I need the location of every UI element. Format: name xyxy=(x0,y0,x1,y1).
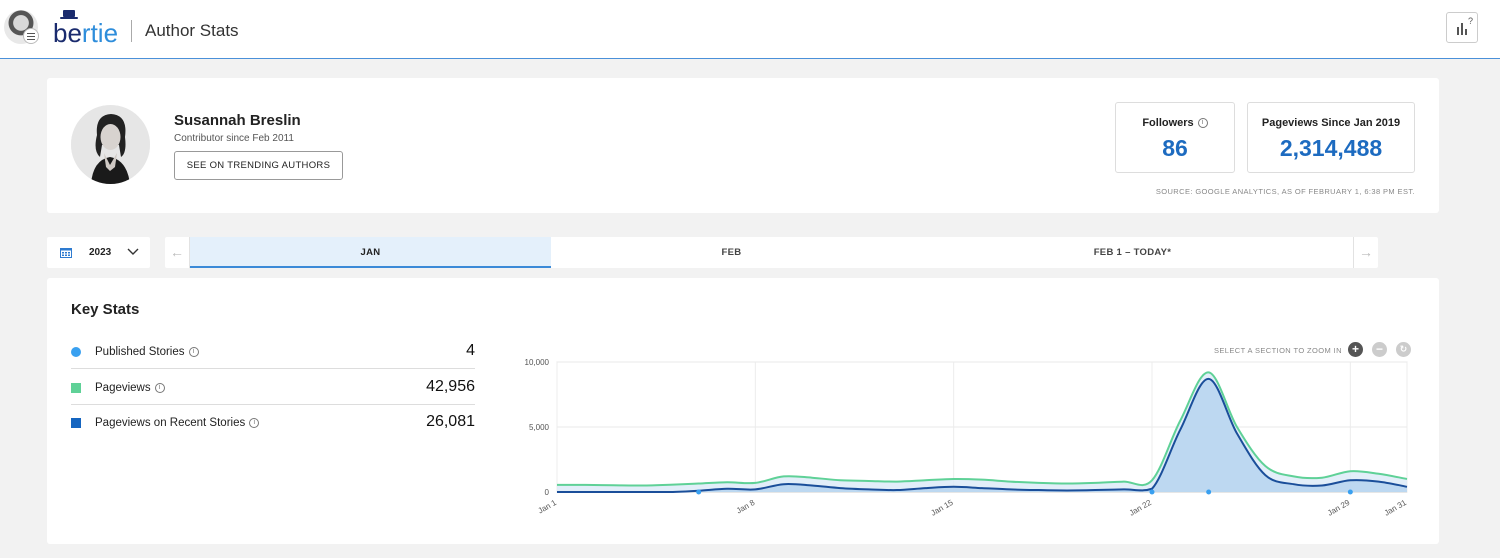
stat-value: 42,956 xyxy=(426,378,475,395)
x-tick-label: Jan 15 xyxy=(929,498,955,518)
page-title: Author Stats xyxy=(145,21,239,40)
zoom-hint: SELECT A SECTION TO ZOOM IN xyxy=(1214,346,1342,355)
published-story-point xyxy=(696,489,702,495)
header-divider xyxy=(131,20,132,42)
stat-label: Published Stories i xyxy=(95,346,199,358)
legend-circle-icon xyxy=(71,347,81,357)
legend-square-icon xyxy=(71,418,81,428)
pageviews-since-value: 2,314,488 xyxy=(1279,135,1383,161)
stat-row-pageviews-recent: Pageviews on Recent Stories i 26,081 xyxy=(71,405,475,440)
y-tick-label: 10,000 xyxy=(525,358,550,367)
prev-month-arrow[interactable]: ← xyxy=(165,237,190,268)
see-trending-authors-button[interactable]: SEE ON TRENDING AUTHORS xyxy=(174,151,343,180)
zoom-out-button[interactable]: − xyxy=(1372,342,1387,357)
tab-feb-to-today[interactable]: FEB 1 – TODAY* xyxy=(1093,247,1172,258)
pageviews-since-box: Pageviews Since Jan 2019 2,314,488 xyxy=(1247,102,1415,173)
tab-feb[interactable]: FEB xyxy=(721,247,742,258)
zoom-reset-button[interactable]: ↻ xyxy=(1396,342,1411,357)
x-tick-label: Jan 8 xyxy=(735,498,757,516)
key-stats-title: Key Stats xyxy=(71,301,140,318)
calendar-icon xyxy=(60,248,72,258)
recent-pageviews-area xyxy=(557,378,1407,492)
followers-box: Followers i 86 xyxy=(1115,102,1235,173)
info-icon[interactable]: i xyxy=(154,382,165,393)
legend-square-icon xyxy=(71,383,81,393)
year-select[interactable]: 2023 xyxy=(47,237,150,268)
info-icon[interactable]: i xyxy=(249,417,260,428)
stat-value: 26,081 xyxy=(426,413,475,430)
x-tick-label: Jan 29 xyxy=(1326,498,1352,518)
menu-icon[interactable] xyxy=(23,28,39,44)
year-label: 2023 xyxy=(89,247,112,258)
followers-value: 86 xyxy=(1162,135,1188,161)
stat-label: Pageviews i xyxy=(95,382,165,394)
stat-label: Pageviews on Recent Stories i xyxy=(95,417,260,429)
x-tick-label: Jan 31 xyxy=(1383,498,1409,518)
next-month-arrow[interactable]: → xyxy=(1353,237,1378,268)
published-story-point xyxy=(1149,489,1155,495)
source-note: SOURCE: GOOGLE ANALYTICS, AS OF FEBRUARY… xyxy=(1155,187,1415,196)
pageviews-since-label: Pageviews Since Jan 2019 xyxy=(1261,117,1401,129)
key-stats-card: Key Stats Published Stories i 4 Pageviews… xyxy=(47,278,1439,544)
info-icon[interactable]: i xyxy=(188,346,199,357)
followers-label: Followers i xyxy=(1116,117,1234,129)
stat-value: 4 xyxy=(466,342,475,359)
month-navigation: ← JAN FEB FEB 1 – TODAY* → xyxy=(165,237,1378,268)
chevron-down-icon xyxy=(127,248,139,255)
author-photo xyxy=(71,105,150,184)
x-tick-label: Jan 1 xyxy=(537,498,559,516)
tab-jan[interactable]: JAN xyxy=(190,237,551,268)
logo-text: bertie xyxy=(53,18,119,48)
stat-row-pageviews: Pageviews i 42,956 xyxy=(71,370,475,405)
author-profile-card: Susannah Breslin Contributor since Feb 2… xyxy=(47,78,1439,213)
x-tick-label: Jan 22 xyxy=(1128,498,1154,518)
bar-chart-question-icon: ? xyxy=(1457,16,1473,35)
y-tick-label: 5,000 xyxy=(529,423,550,432)
y-tick-label: 0 xyxy=(545,488,550,497)
author-name: Susannah Breslin xyxy=(174,112,301,129)
stats-help-button[interactable]: ? xyxy=(1446,12,1478,43)
top-bar: bertie Author Stats ? xyxy=(0,0,1500,59)
zoom-in-button[interactable]: + xyxy=(1348,342,1363,357)
published-story-point xyxy=(1206,489,1212,495)
pageviews-line xyxy=(556,371,1408,487)
info-icon[interactable]: i xyxy=(1197,118,1208,129)
svg-text:?: ? xyxy=(1468,16,1473,26)
published-story-point xyxy=(1347,489,1353,495)
stat-row-published-stories: Published Stories i 4 xyxy=(71,334,475,369)
contributor-since: Contributor since Feb 2011 xyxy=(174,133,294,144)
hat-icon xyxy=(60,10,78,19)
